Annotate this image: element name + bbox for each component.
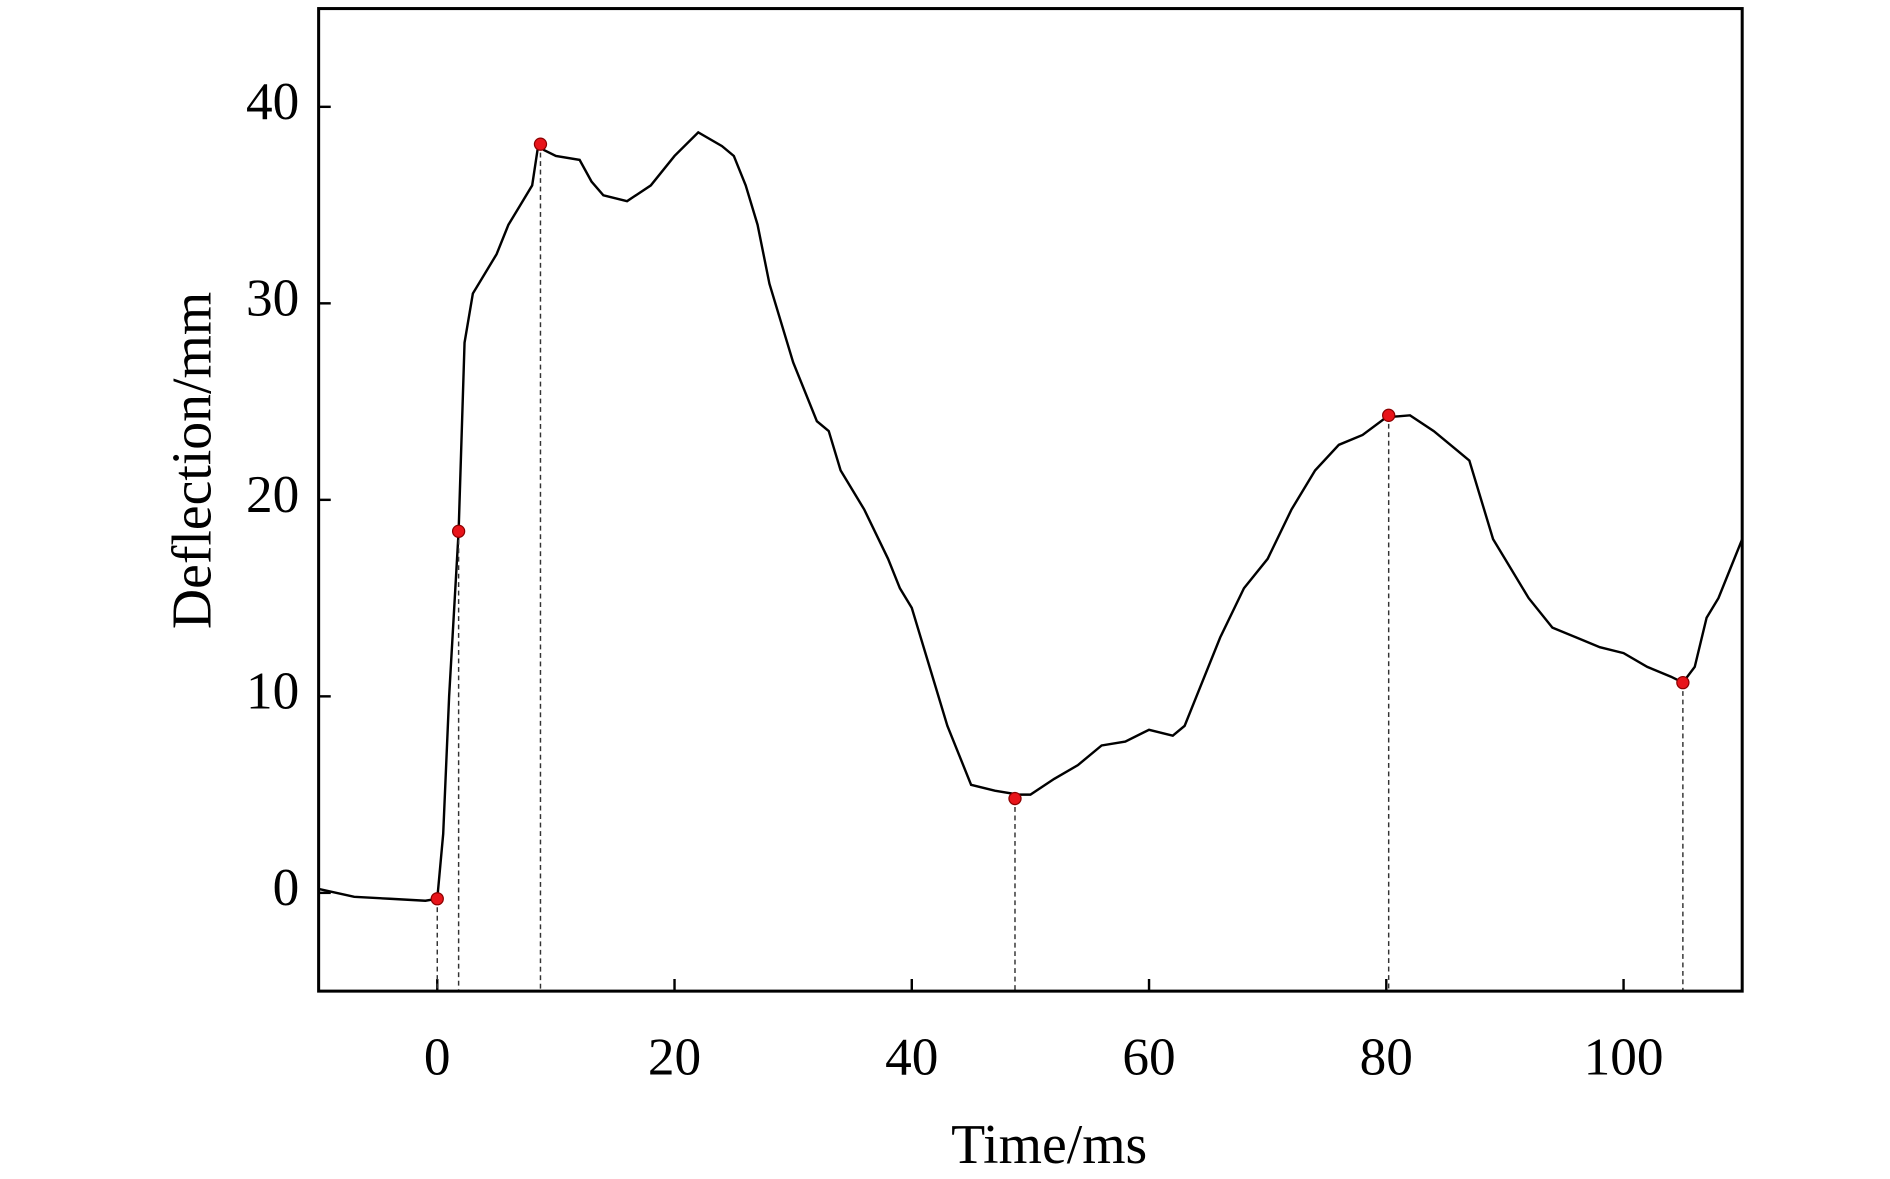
x-tick-label: 80	[1360, 1028, 1413, 1087]
marker	[1676, 675, 1690, 690]
marker	[1008, 791, 1022, 806]
x-axis-label: Time/ms	[951, 1114, 1147, 1176]
y-tick-label: 40	[246, 72, 299, 131]
plot-frame	[317, 7, 1744, 993]
x-tick-label: 0	[424, 1028, 451, 1087]
marker	[1382, 408, 1396, 423]
y-tick-label: 30	[246, 269, 299, 328]
x-tick-label: 20	[648, 1028, 701, 1087]
y-tick-label: 20	[246, 465, 299, 524]
marker	[451, 524, 466, 538]
y-tick-label: 10	[246, 662, 299, 721]
marker	[430, 892, 444, 906]
data-line	[318, 130, 1744, 902]
y-axis-label: Deflection/mm	[161, 292, 223, 629]
x-tick-label: 40	[885, 1028, 938, 1087]
x-tick-label: 60	[1122, 1028, 1175, 1087]
x-tick-label: 100	[1584, 1028, 1664, 1087]
y-tick-label: 0	[273, 858, 300, 917]
marker	[533, 137, 548, 151]
